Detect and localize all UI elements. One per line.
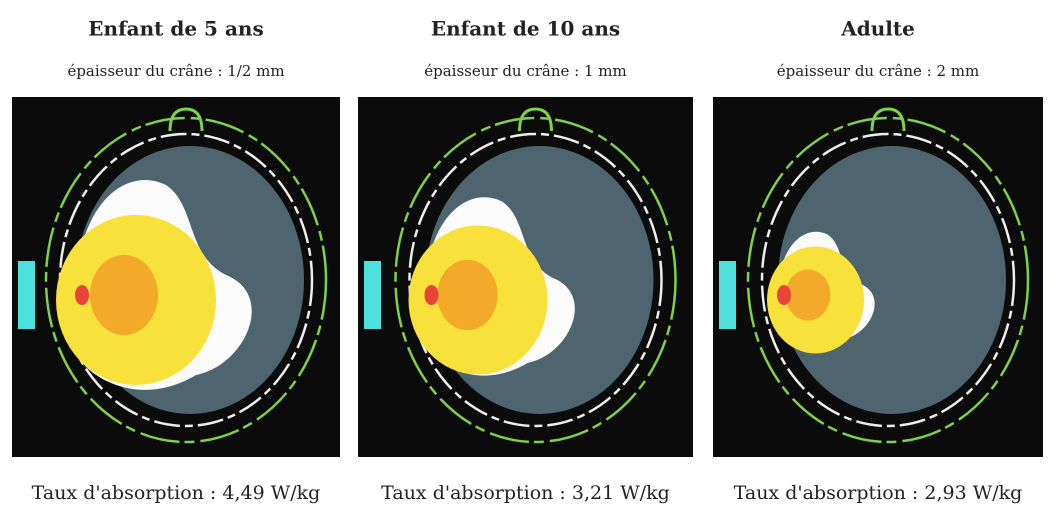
phone-source xyxy=(18,261,35,329)
panel-title: Adulte xyxy=(840,17,915,41)
panel-subtitle: épaisseur du crâne : 2 mm xyxy=(777,62,980,80)
panel-caption: Taux d'absorption : 3,21 W/kg xyxy=(381,482,670,504)
panel-caption: Taux d'absorption : 4,49 W/kg xyxy=(32,482,321,504)
panel-subtitle: épaisseur du crâne : 1/2 mm xyxy=(67,62,284,80)
absorption-red xyxy=(75,285,89,305)
panel-title: Enfant de 5 ans xyxy=(88,17,263,41)
head-illustration xyxy=(358,97,693,457)
absorption-red xyxy=(425,285,439,305)
panel-caption: Taux d'absorption : 2,93 W/kg xyxy=(734,482,1023,504)
head-illustration xyxy=(713,97,1043,457)
absorption-orange xyxy=(437,260,497,330)
head-illustration xyxy=(12,97,340,457)
panel-title: Enfant de 10 ans xyxy=(431,17,620,41)
absorption-orange xyxy=(786,269,831,320)
figure: Enfant de 5 ans épaisseur du crâne : 1/2 … xyxy=(0,0,1053,512)
absorption-red xyxy=(777,285,791,305)
absorption-orange xyxy=(90,255,158,335)
phone-source xyxy=(719,261,736,329)
phone-source xyxy=(364,261,381,329)
panel-subtitle: épaisseur du crâne : 1 mm xyxy=(424,62,627,80)
